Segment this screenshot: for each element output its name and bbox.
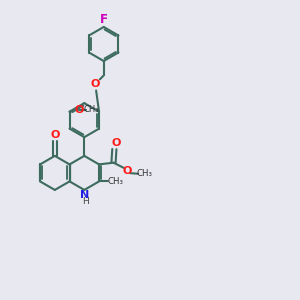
Text: O: O bbox=[122, 166, 132, 176]
Text: O: O bbox=[91, 79, 100, 89]
Text: CH₃: CH₃ bbox=[107, 177, 124, 186]
Text: O: O bbox=[50, 130, 59, 140]
Text: H: H bbox=[82, 197, 88, 206]
Text: F: F bbox=[100, 13, 108, 26]
Text: O: O bbox=[74, 105, 84, 115]
Text: CH₃: CH₃ bbox=[137, 169, 153, 178]
Text: CH₃: CH₃ bbox=[84, 105, 99, 114]
Text: O: O bbox=[111, 137, 121, 148]
Text: N: N bbox=[80, 190, 89, 200]
